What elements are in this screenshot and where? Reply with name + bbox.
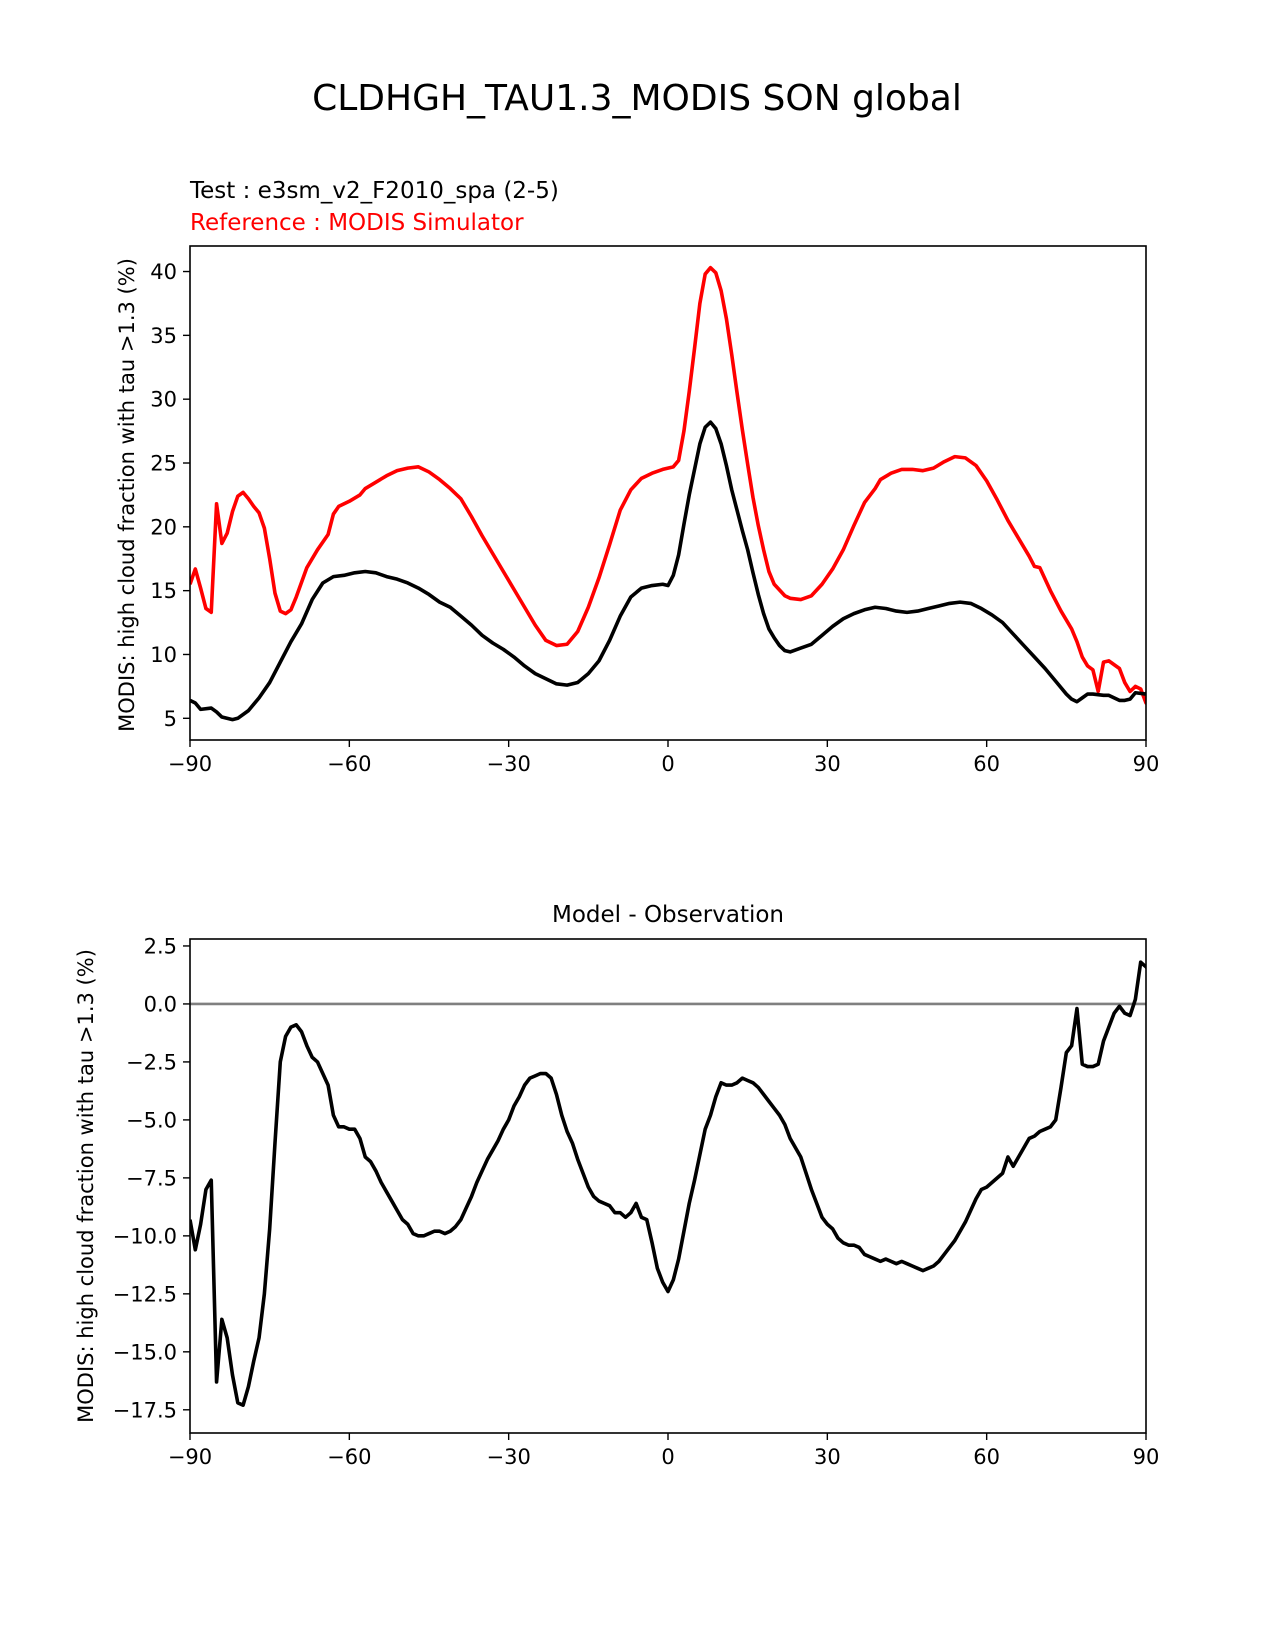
top-y-tick-label: 10 [150,643,177,667]
top-y-tick-label: 20 [150,515,177,539]
bottom-x-tick-label: −60 [327,1445,371,1469]
bottom-plot-area: −90 −60 −30 0 30 60 90 2.5 0.0 −2.5 −5.0 −7.5 −10.0 −… [113,934,1160,1469]
bottom-y-tick-label: −2.5 [126,1050,177,1074]
top-y-tick-label: 30 [150,388,177,412]
top-x-tick-label: 0 [661,752,674,776]
top-y-tick-label: 15 [150,579,177,603]
top-x-tick-label: −90 [168,752,212,776]
bottom-x-tick-label: 30 [814,1445,841,1469]
top-y-tick-label: 5 [164,707,177,731]
top-x-tick-label: −60 [327,752,371,776]
top-plot-area: −90 −60 −30 0 30 60 90 5 10 15 20 25 30 35 40 [150,245,1160,776]
bottom-x-tick-label: −90 [168,1445,212,1469]
top-y-tick-label: 40 [150,260,177,284]
top-x-tick-label: 90 [1133,752,1160,776]
bottom-panel-title: Model - Observation [552,902,784,928]
bottom-y-tick-label: 0.0 [144,992,177,1016]
bottom-y-axis-label: MODIS: high cloud fraction with tau >1.3… [74,949,98,1423]
bottom-y-tick-label: 2.5 [144,934,177,958]
bottom-series-line-0 [190,960,1146,1407]
top-panel: Test : e3sm_v2_F2010_spa (2-5) Reference… [115,178,1160,776]
bottom-y-tick-label: −12.5 [113,1282,177,1306]
test-label: Test : e3sm_v2_F2010_spa (2-5) [189,178,559,204]
bottom-x-tick-label: 90 [1133,1445,1160,1469]
bottom-y-tick-label: −17.5 [113,1398,177,1422]
top-y-axis-label: MODIS: high cloud fraction with tau >1.3… [115,258,139,732]
bottom-x-tick-label: 0 [661,1445,674,1469]
top-series-line-1 [190,420,1146,722]
bottom-y-tick-label: −10.0 [113,1224,177,1248]
bottom-x-tick-label: 60 [973,1445,1000,1469]
top-series-line-0 [190,265,1146,705]
top-y-tick-label: 25 [150,452,177,476]
top-x-tick-label: −30 [487,752,531,776]
top-y-tick-label: 35 [150,324,177,348]
bottom-y-tick-label: −7.5 [126,1166,177,1190]
figure-title: CLDHGH_TAU1.3_MODIS SON global [312,78,962,119]
bottom-panel: Model - Observation MODIS: high cloud fr… [74,902,1159,1469]
top-x-tick-label: 30 [814,752,841,776]
bottom-x-tick-label: −30 [487,1445,531,1469]
reference-label: Reference : MODIS Simulator [190,210,524,236]
top-x-tick-label: 60 [973,752,1000,776]
bottom-y-tick-label: −15.0 [113,1340,177,1364]
bottom-y-tick-label: −5.0 [126,1108,177,1132]
